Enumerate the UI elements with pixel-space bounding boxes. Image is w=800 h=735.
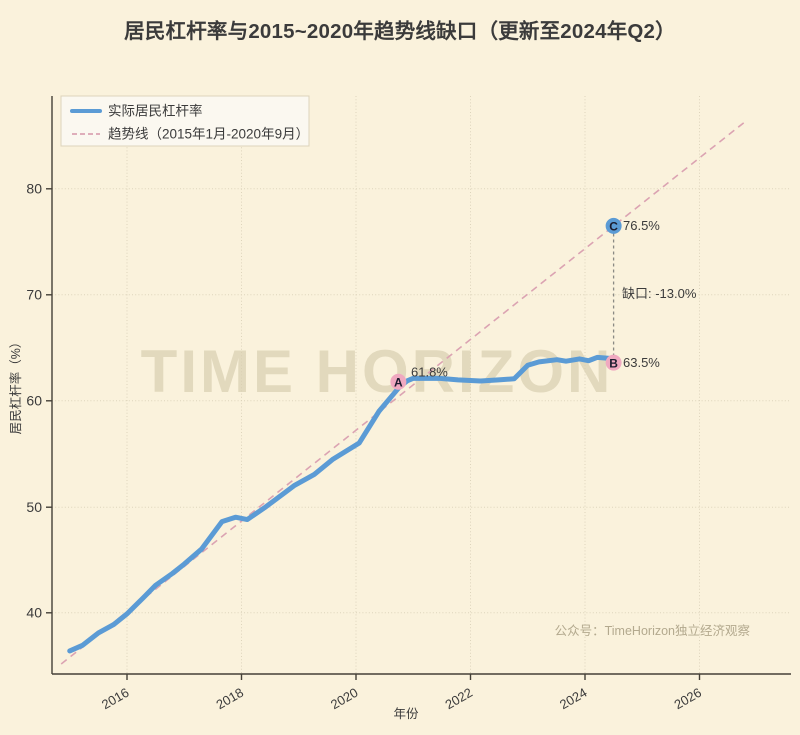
svg-text:公众号：TimeHorizon独立经济观察: 公众号：TimeHorizon独立经济观察 (555, 623, 751, 638)
svg-text:年份: 年份 (393, 707, 419, 721)
svg-text:60: 60 (26, 393, 42, 409)
svg-text:TIME HORIZON: TIME HORIZON (141, 338, 614, 405)
svg-text:61.8%: 61.8% (411, 365, 448, 380)
svg-text:实际居民杠杆率: 实际居民杠杆率 (108, 103, 203, 119)
svg-text:40: 40 (26, 605, 42, 621)
svg-text:80: 80 (26, 181, 42, 197)
svg-text:C: C (609, 220, 618, 234)
svg-text:50: 50 (26, 499, 42, 515)
svg-text:63.5%: 63.5% (623, 355, 660, 370)
svg-text:2024: 2024 (557, 685, 590, 712)
svg-text:B: B (609, 356, 618, 370)
svg-text:2020: 2020 (328, 685, 361, 712)
svg-text:居民杠杆率（%）: 居民杠杆率（%） (8, 336, 23, 435)
svg-text:2018: 2018 (213, 685, 246, 712)
svg-text:76.5%: 76.5% (623, 218, 660, 233)
svg-text:2022: 2022 (442, 685, 475, 712)
svg-text:2026: 2026 (671, 685, 704, 712)
svg-text:趋势线（2015年1月-2020年9月）: 趋势线（2015年1月-2020年9月） (108, 127, 309, 142)
svg-text:A: A (394, 376, 403, 390)
svg-text:70: 70 (26, 287, 42, 303)
svg-text:缺口: -13.0%: 缺口: -13.0% (622, 286, 697, 301)
svg-text:2016: 2016 (99, 685, 132, 712)
